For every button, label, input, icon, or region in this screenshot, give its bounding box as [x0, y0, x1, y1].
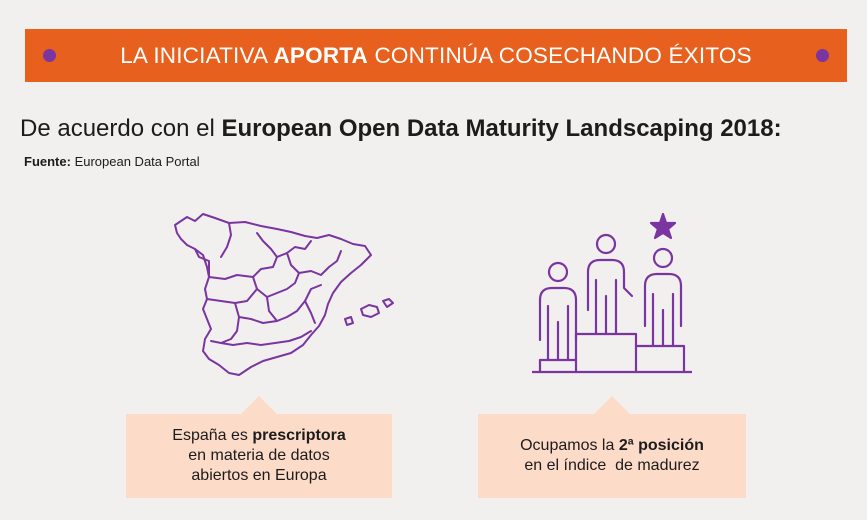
callout-line-1-pre: Ocupamos la	[520, 437, 619, 454]
callout-line-1-bold: 2ª posición	[618, 437, 704, 454]
headline: De acuerdo con el European Open Data Mat…	[20, 115, 860, 143]
callout-line-3: abiertos en Europa	[191, 467, 327, 484]
source-value: European Data Portal	[70, 154, 200, 169]
star-icon	[649, 212, 677, 240]
headline-report-name: European Open Data Maturity Landscaping …	[221, 115, 782, 142]
callout-line-1-pre: España es	[172, 427, 253, 444]
banner-title-bold: APORTA	[273, 42, 368, 68]
callout-line-2: en el índice de madurez	[524, 457, 700, 474]
callout-prescriptora: España es prescriptora en materia de dat…	[126, 396, 392, 498]
podium-icon	[532, 212, 692, 374]
bullet-dot-icon	[43, 49, 56, 62]
source-label: Fuente:	[24, 154, 71, 169]
source-line: Fuente: European Data Portal	[24, 154, 200, 169]
callout-text: España es prescriptora en materia de dat…	[172, 426, 345, 486]
headline-pre: De acuerdo con el	[20, 115, 222, 142]
spain-map-icon	[174, 213, 394, 376]
banner-title-post: CONTINÚA COSECHANDO ÉXITOS	[368, 42, 752, 68]
title-banner: LA INICIATIVA APORTA CONTINÚA COSECHANDO…	[25, 29, 847, 82]
callout-line-2: en materia de datos	[188, 447, 330, 464]
bullet-dot-icon	[816, 49, 829, 62]
banner-title-pre: LA INICIATIVA	[120, 42, 274, 68]
callout-posicion: Ocupamos la 2ª posición en el índice de …	[478, 396, 746, 498]
callout-line-1-bold: prescriptora	[252, 427, 346, 444]
callout-text: Ocupamos la 2ª posición en el índice de …	[520, 436, 704, 476]
banner-title: LA INICIATIVA APORTA CONTINÚA COSECHANDO…	[120, 43, 752, 69]
